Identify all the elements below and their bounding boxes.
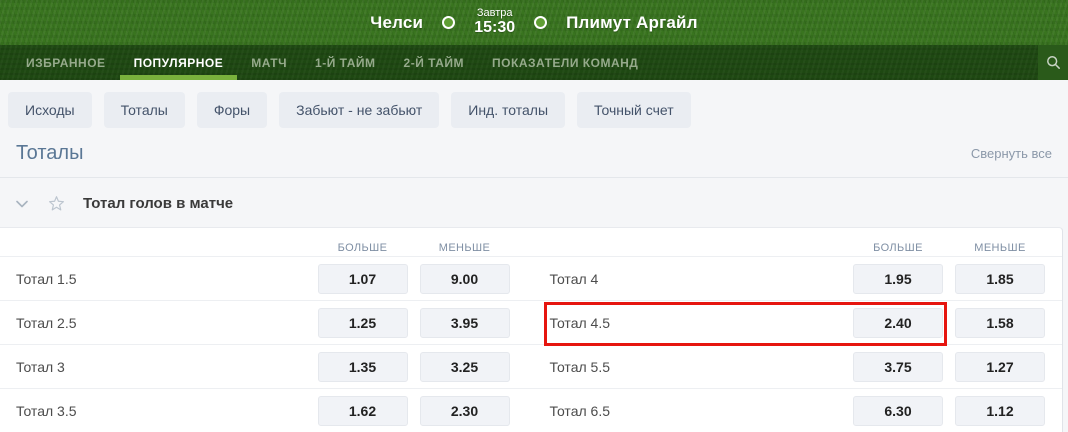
page-title: Тоталы xyxy=(16,142,84,164)
search-button[interactable] xyxy=(1038,45,1068,80)
market-filters: Исходы Тоталы Форы Забьют - не забьют Ин… xyxy=(0,80,1068,136)
odds-button-over[interactable]: 1.62 xyxy=(317,395,408,426)
tab-first-half[interactable]: 1-Й ТАЙМ xyxy=(315,55,376,70)
odds-button-over[interactable]: 1.25 xyxy=(317,307,408,338)
column-header-over: БОЛЬШЕ xyxy=(873,242,923,254)
tab-match[interactable]: МАТЧ xyxy=(251,55,288,70)
table-row: Тотал 1.5 1.07 9.00 Тотал 4 1.95 1.85 xyxy=(0,256,1062,300)
odds-button-under[interactable]: 9.00 xyxy=(419,263,510,294)
section-bar: Тоталы Свернуть все xyxy=(0,136,1068,178)
filter-correct-score[interactable]: Точный счет xyxy=(577,92,691,128)
odds-button-under[interactable]: 1.85 xyxy=(955,263,1045,294)
away-team-badge-icon xyxy=(534,16,548,29)
odds-header-row: БОЛЬШЕ МЕНЬШЕ БОЛЬШЕ МЕНЬШЕ xyxy=(0,228,1062,256)
odds-button-over[interactable]: 1.95 xyxy=(853,263,943,294)
home-team-badge-icon xyxy=(442,16,456,29)
favorite-market-button[interactable] xyxy=(48,195,65,212)
odds-button-under[interactable]: 2.30 xyxy=(419,395,510,426)
away-team-name: Плимут Аргайл xyxy=(566,12,698,32)
chevron-down-icon xyxy=(16,200,28,207)
column-header-under: МЕНЬШЕ xyxy=(974,242,1026,254)
table-row: Тотал 3.5 1.62 2.30 Тотал 6.5 6.30 1.12 xyxy=(0,388,1062,432)
star-icon xyxy=(49,196,64,211)
column-header-over: БОЛЬШЕ xyxy=(337,242,388,254)
market-row-label: Тотал 6.5 xyxy=(549,402,611,419)
market-title: Тотал голов в матче xyxy=(83,195,234,212)
odds-button-under[interactable]: 3.25 xyxy=(419,351,510,382)
odds-button-over[interactable]: 6.30 xyxy=(853,395,943,426)
tab-team-stats[interactable]: ПОКАЗАТЕЛИ КОМАНД xyxy=(492,55,639,70)
match-time-label: 15:30 xyxy=(474,18,516,36)
odds-button-under[interactable]: 1.12 xyxy=(955,395,1045,426)
filter-ind-totals[interactable]: Инд. тоталы xyxy=(451,92,566,128)
market-row-label: Тотал 1.5 xyxy=(16,270,77,287)
market-row-label: Тотал 4.5 xyxy=(549,314,611,331)
market-row-label: Тотал 3.5 xyxy=(16,402,77,419)
table-row: Тотал 2.5 1.25 3.95 Тотал 4.5 2.40 1.58 xyxy=(0,300,1062,346)
home-team-name: Челси xyxy=(370,12,424,32)
table-row: Тотал 3 1.35 3.25 Тотал 5.5 3.75 1.27 xyxy=(0,344,1062,388)
match-header: Челси Завтра 15:30 Плимут Аргайл xyxy=(0,0,1068,45)
filter-totals[interactable]: Тоталы xyxy=(103,92,185,128)
odds-button-under[interactable]: 3.95 xyxy=(419,307,510,338)
collapse-all-link[interactable]: Свернуть все xyxy=(970,146,1052,161)
filter-score-noscore[interactable]: Забьют - не забьют xyxy=(279,92,440,128)
market-nav: ИЗБРАННОЕ ПОПУЛЯРНОЕ МАТЧ 1-Й ТАЙМ 2-Й Т… xyxy=(0,45,1068,80)
market-row-label: Тотал 2.5 xyxy=(16,314,77,331)
collapse-market-button[interactable] xyxy=(16,200,28,208)
match-date-label: Завтра xyxy=(476,7,513,20)
tab-second-half[interactable]: 2-Й ТАЙМ xyxy=(403,55,465,70)
filter-handicaps[interactable]: Форы xyxy=(196,92,268,128)
search-icon xyxy=(1046,56,1060,69)
tab-popular[interactable]: ПОПУЛЯРНОЕ xyxy=(119,45,238,80)
page-content: Исходы Тоталы Форы Забьют - не забьют Ин… xyxy=(0,80,1068,432)
column-header-under: МЕНЬШЕ xyxy=(438,242,491,254)
market-row-label: Тотал 5.5 xyxy=(549,358,611,375)
match-time: Завтра 15:30 xyxy=(474,8,515,36)
odds-button-over[interactable]: 2.40 xyxy=(853,307,943,338)
tab-favorites[interactable]: ИЗБРАННОЕ xyxy=(26,55,106,70)
odds-button-over[interactable]: 1.35 xyxy=(317,351,408,382)
odds-table: БОЛЬШЕ МЕНЬШЕ БОЛЬШЕ МЕНЬШЕ Тотал 1.5 1.… xyxy=(0,227,1063,432)
market-row-label: Тотал 4 xyxy=(549,270,599,287)
odds-button-over[interactable]: 3.75 xyxy=(853,351,943,382)
odds-button-over[interactable]: 1.07 xyxy=(317,263,408,294)
filter-outcomes[interactable]: Исходы xyxy=(8,92,92,128)
market-row-label: Тотал 3 xyxy=(16,358,65,375)
market-header-row: Тотал голов в матче xyxy=(0,178,1068,227)
odds-button-under[interactable]: 1.27 xyxy=(955,351,1045,382)
odds-button-under[interactable]: 1.58 xyxy=(955,307,1045,338)
